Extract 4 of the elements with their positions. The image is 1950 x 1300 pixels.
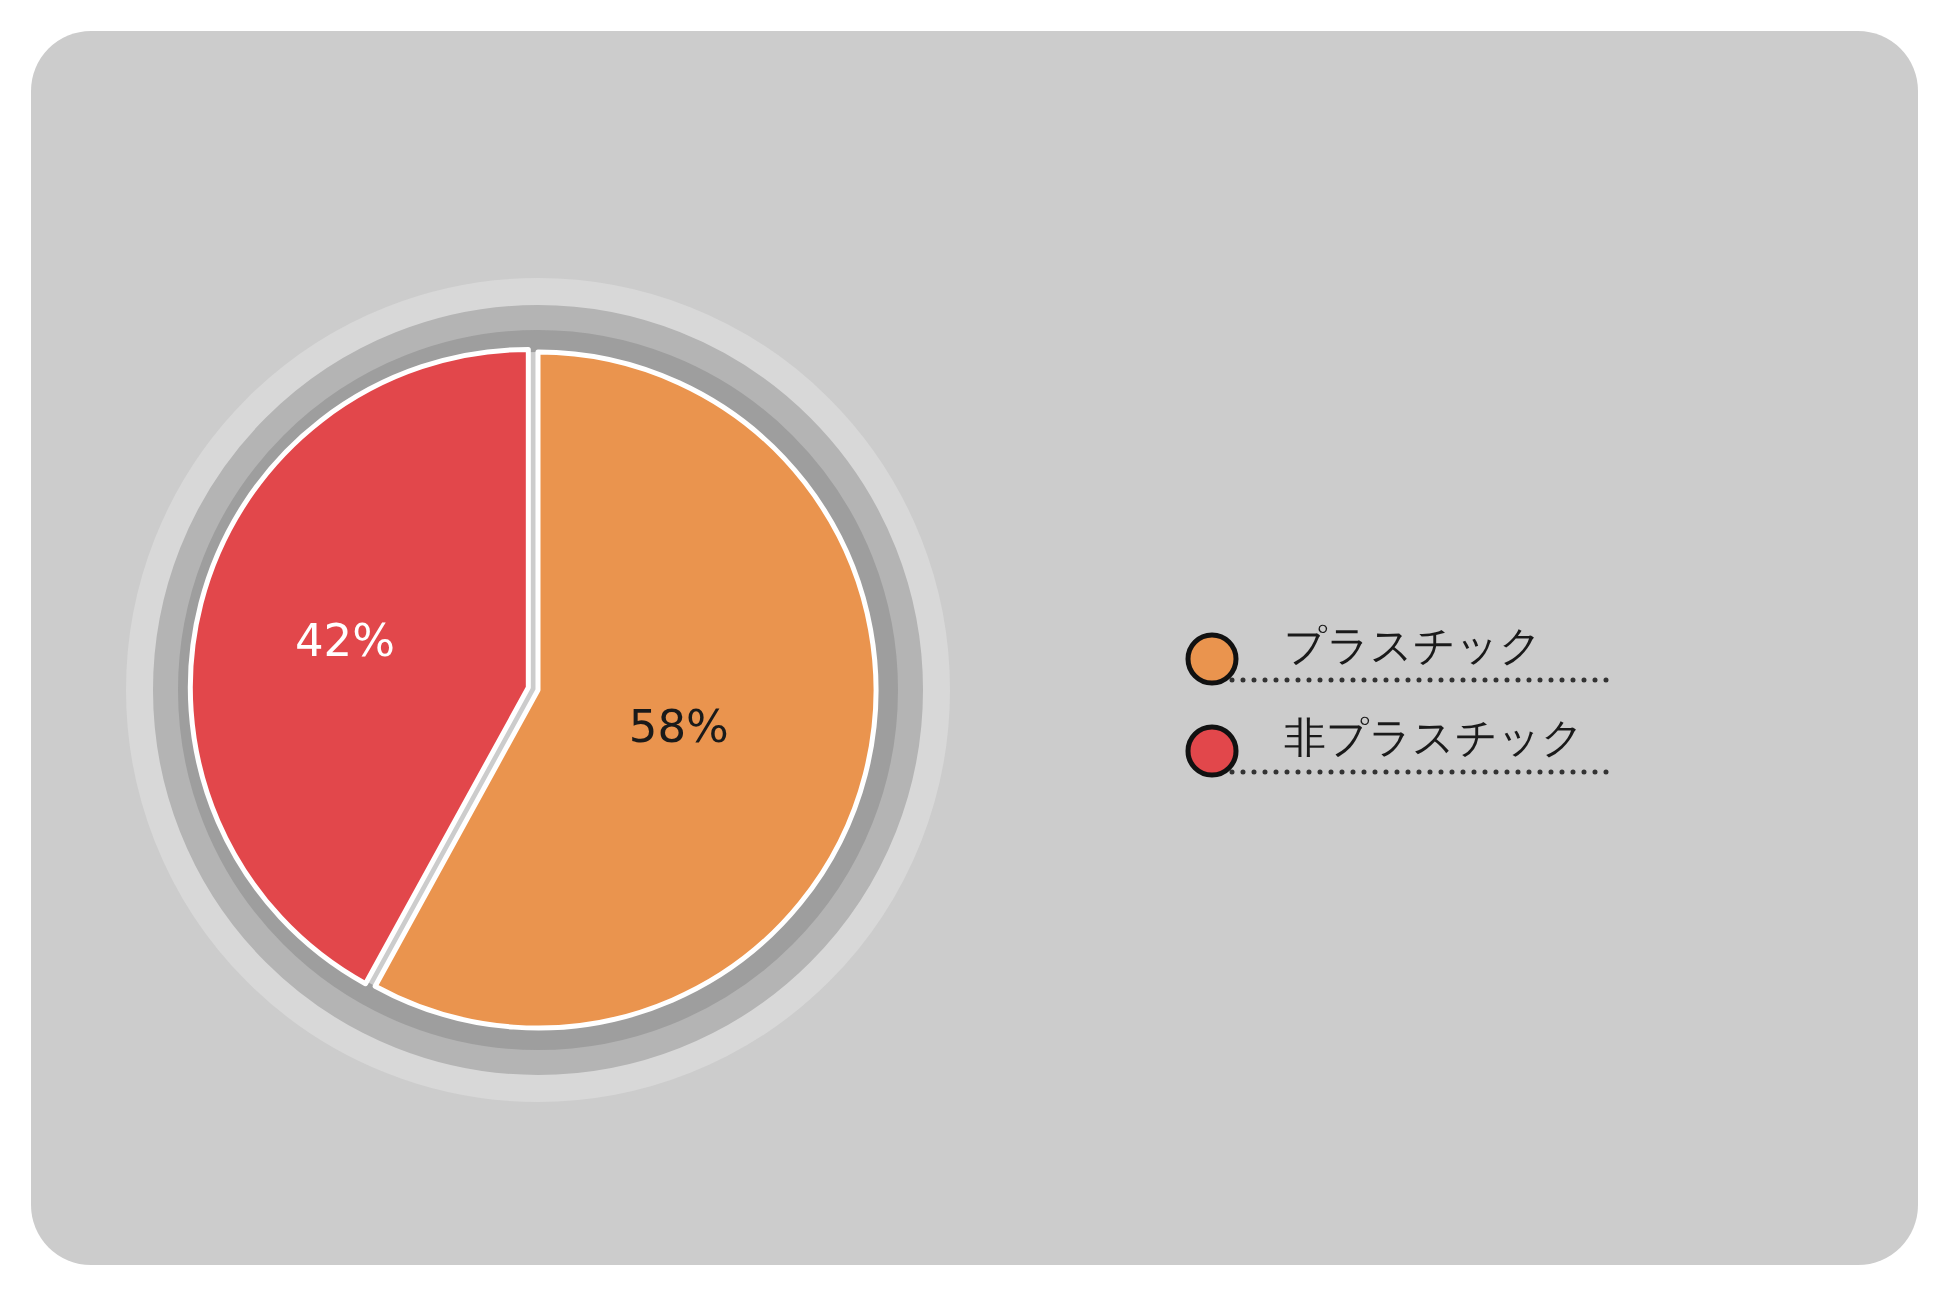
legend-label: 非プラスチック (1284, 713, 1584, 762)
data-label: 58% (628, 700, 729, 754)
data-label: 42% (294, 614, 395, 668)
legend-label: プラスチック (1284, 621, 1542, 670)
